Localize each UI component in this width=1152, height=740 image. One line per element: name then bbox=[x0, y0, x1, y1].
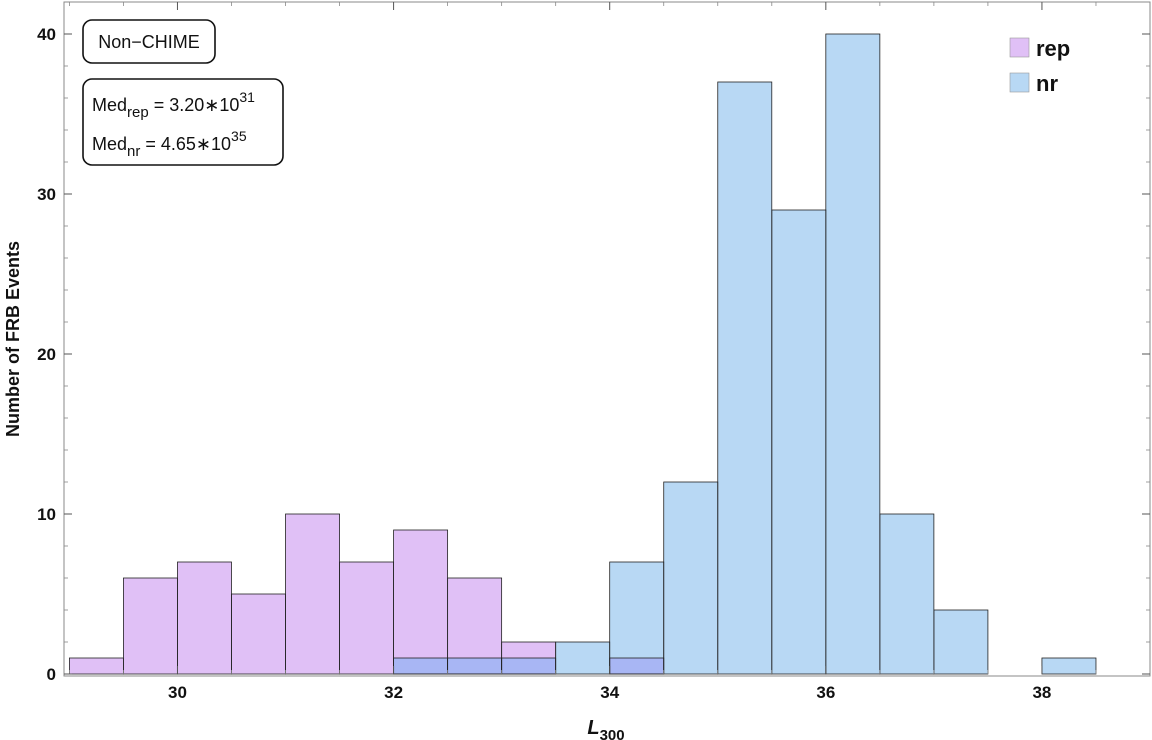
bar-fill-nr bbox=[1041, 658, 1096, 674]
legend-label-nr: nr bbox=[1036, 71, 1058, 96]
x-tick-label: 38 bbox=[1032, 683, 1051, 702]
bar-fill-rep bbox=[123, 578, 178, 674]
bar-fill-rep bbox=[393, 530, 448, 658]
legend-swatch-nr bbox=[1009, 72, 1030, 93]
median-nr-text: Mednr = 4.65∗1035 bbox=[92, 128, 247, 160]
x-tick-label: 32 bbox=[384, 683, 403, 702]
y-tick-label: 0 bbox=[47, 665, 56, 684]
annotation-box-medians: Medrep = 3.20∗1031 Mednr = 4.65∗1035 bbox=[82, 78, 284, 166]
bar-fill-overlap bbox=[447, 658, 502, 674]
x-tick-label: 36 bbox=[816, 683, 835, 702]
bar-nr bbox=[933, 609, 989, 675]
source-label: Non−CHIME bbox=[98, 32, 200, 52]
x-tick-label: 30 bbox=[168, 683, 187, 702]
legend-label-rep: rep bbox=[1036, 36, 1070, 61]
bar-fill-overlap bbox=[393, 658, 448, 674]
x-tick-label: 34 bbox=[600, 683, 619, 702]
bar-fill-nr bbox=[771, 210, 826, 674]
bar-fill-overlap bbox=[501, 658, 556, 674]
bar-nr bbox=[879, 513, 935, 675]
bar-fill-rep bbox=[285, 514, 340, 674]
x-axis-title: L300 bbox=[587, 717, 624, 740]
y-tick-label: 40 bbox=[37, 25, 56, 44]
bar-fill-nr bbox=[555, 642, 610, 674]
bar-fill-nr bbox=[825, 34, 880, 674]
bar-fill-rep bbox=[501, 642, 556, 658]
bar-fill-nr bbox=[717, 82, 772, 674]
bar-fill-rep bbox=[447, 578, 502, 658]
legend-swatch-rep bbox=[1009, 37, 1030, 58]
bar-fill-overlap bbox=[609, 658, 664, 674]
y-tick-label: 20 bbox=[37, 345, 56, 364]
annotation-box-source: Non−CHIME bbox=[82, 19, 216, 64]
legend: rep nr bbox=[1009, 36, 1070, 96]
plot-frame bbox=[63, 1, 1151, 677]
bar-fill-rep bbox=[231, 594, 286, 674]
y-axis-title: Number of FRB Events bbox=[3, 241, 23, 437]
y-tick-label: 30 bbox=[37, 185, 56, 204]
bar-fill-nr bbox=[609, 562, 664, 658]
median-rep-text: Medrep = 3.20∗1031 bbox=[92, 89, 255, 121]
ticks-layer: 30 32 34 36 38 0 10 20 30 40 bbox=[37, 1, 1151, 702]
bar-fill-nr bbox=[933, 610, 988, 674]
bar-fill-nr bbox=[663, 482, 718, 674]
y-tick-label: 10 bbox=[37, 505, 56, 524]
bar-fill-rep bbox=[177, 562, 232, 674]
bar-fill-nr bbox=[879, 514, 934, 674]
bars-layer bbox=[69, 33, 1097, 675]
bar-fill-rep bbox=[339, 562, 394, 674]
bar-fill-rep bbox=[69, 658, 124, 674]
bar-nr bbox=[825, 33, 881, 675]
